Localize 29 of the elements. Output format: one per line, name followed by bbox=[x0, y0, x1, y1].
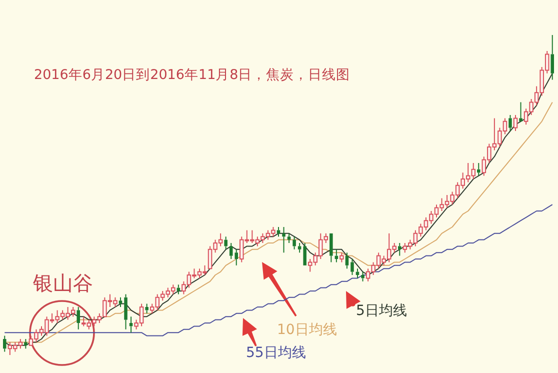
candlestick bbox=[292, 236, 296, 250]
candlestick bbox=[145, 303, 148, 314]
annotation: 银山谷 bbox=[33, 270, 93, 297]
candlestick bbox=[477, 162, 480, 176]
text: 55日均线 bbox=[246, 344, 306, 362]
candlestick bbox=[24, 338, 28, 350]
candlestick bbox=[330, 233, 333, 263]
candlestick bbox=[398, 242, 402, 256]
candlestick bbox=[118, 296, 122, 308]
text: 10日均线 bbox=[277, 321, 337, 339]
candlestick bbox=[124, 294, 128, 330]
candlestick bbox=[508, 114, 512, 132]
candlestick bbox=[224, 236, 228, 250]
candlestick bbox=[287, 232, 291, 244]
candlestick bbox=[519, 102, 522, 122]
candlestick bbox=[303, 242, 306, 266]
candlestick bbox=[276, 226, 280, 238]
candlestick bbox=[350, 258, 354, 276]
text: 5日均线 bbox=[356, 302, 407, 320]
candlestick bbox=[361, 271, 364, 282]
candlestick bbox=[3, 335, 6, 352]
candlestick bbox=[234, 248, 238, 266]
candlestick bbox=[298, 242, 302, 254]
candlestick bbox=[345, 252, 349, 270]
candlestick bbox=[229, 242, 233, 260]
candlestick bbox=[282, 226, 286, 254]
candlestick bbox=[76, 306, 80, 330]
text: 2016年6月20日到2016年11月8日，焦炭，日线图 bbox=[34, 66, 350, 84]
candlestick bbox=[550, 34, 554, 80]
